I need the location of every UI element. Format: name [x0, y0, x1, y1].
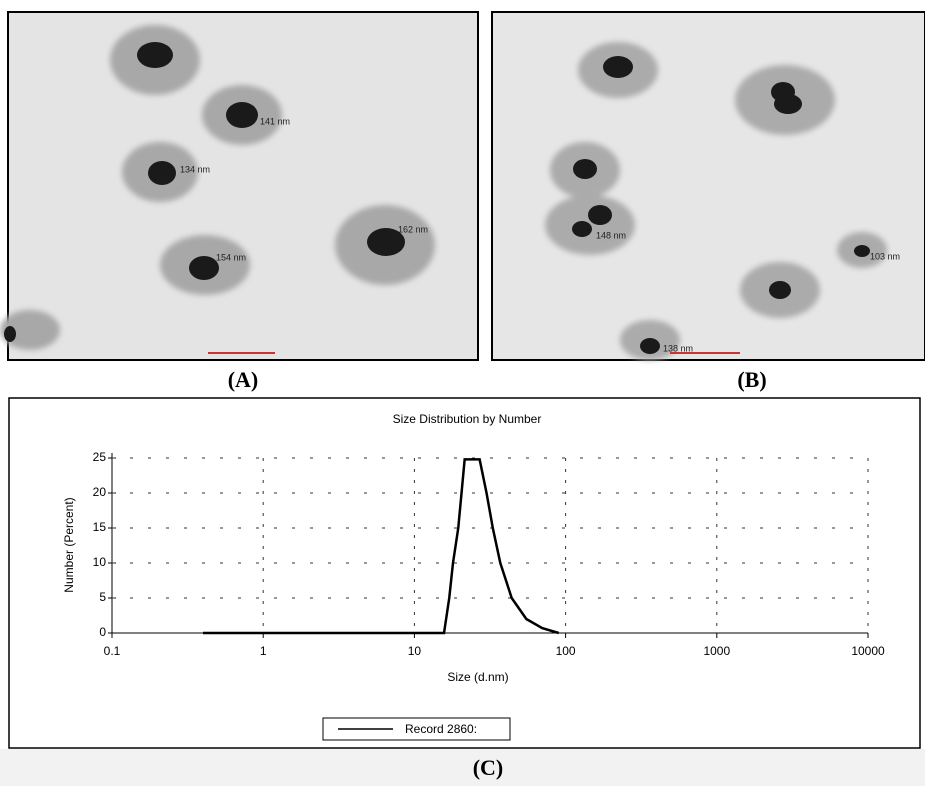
tem-image-b: 148 nm 103 nm 138 nm [491, 11, 925, 361]
x-tick-label: 1 [260, 644, 267, 658]
y-tick-label: 25 [93, 450, 107, 464]
x-tick-label: 0.1 [104, 644, 121, 658]
x-tick-label: 1000 [703, 644, 730, 658]
panel-label: (B) [737, 367, 766, 392]
y-tick-label: 0 [99, 625, 106, 639]
caption-band [0, 749, 925, 786]
chart-title: Size Distribution by Number [393, 412, 542, 426]
size-annotation: 154 nm [216, 252, 246, 262]
data-line [203, 458, 560, 635]
x-tick-label: 10 [408, 644, 422, 658]
y-tick-label: 10 [93, 555, 107, 569]
size-annotation: 141 nm [260, 116, 290, 126]
size-annotation: 103 nm [870, 251, 900, 261]
y-axis-title: Number (Percent) [62, 497, 76, 592]
size-annotation: 148 nm [596, 230, 626, 240]
x-tick-label: 100 [556, 644, 576, 658]
legend-label: Record 2860: [405, 722, 477, 736]
panel-label: (A) [228, 367, 259, 392]
legend-box [322, 717, 511, 741]
size-annotation: 138 nm [663, 343, 693, 353]
x-axis-title: Size (d.nm) [447, 670, 508, 684]
panel-label: (C) [473, 755, 504, 780]
tem-image-a: 141 nm 134 nm 154 nm 162 nm [0, 11, 479, 361]
y-tick-label: 20 [93, 485, 107, 499]
size-annotation: 134 nm [180, 164, 210, 174]
y-tick-label: 5 [99, 590, 106, 604]
x-tick-label: 10000 [851, 644, 885, 658]
size-annotation: 162 nm [398, 224, 428, 234]
y-tick-label: 15 [93, 520, 107, 534]
chart-frame [8, 397, 921, 749]
